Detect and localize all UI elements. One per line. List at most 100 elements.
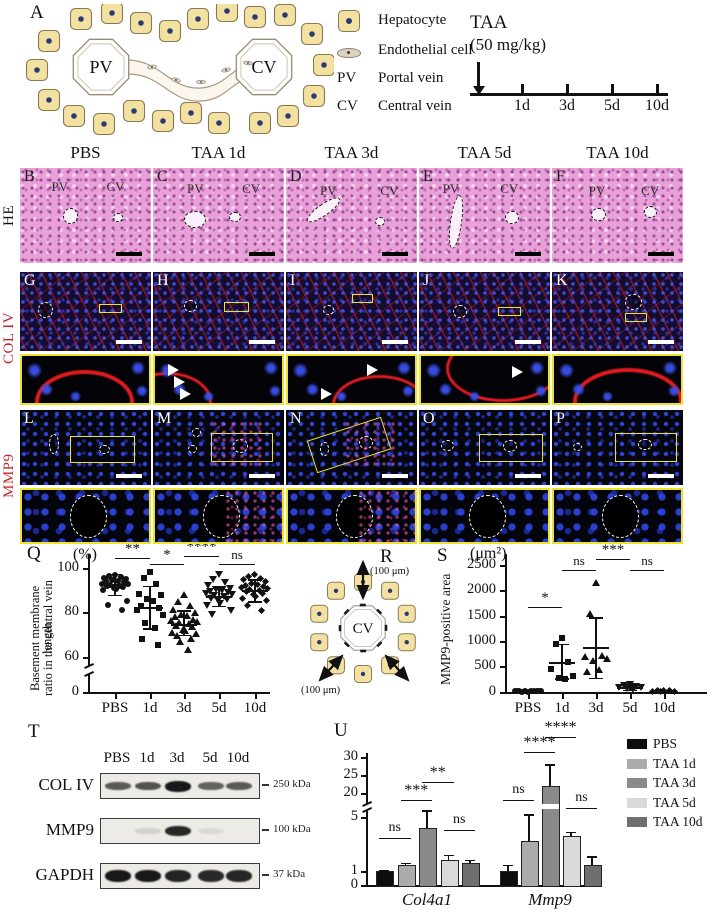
bar-taa-3d [542, 785, 560, 887]
scatter-point [598, 652, 606, 660]
legend-item-pbs: PBS [625, 736, 713, 752]
blot-strip [100, 773, 260, 799]
endothelial-cell-icon [243, 60, 253, 66]
arrowhead-icon [512, 366, 524, 379]
mmp9-signal-speckles [211, 421, 265, 467]
scatter-point [124, 598, 130, 605]
timeline-tick-label: 1d [514, 97, 530, 114]
roi-box [351, 294, 374, 304]
column-header-5: TAA 10d [586, 143, 649, 162]
sig-line [115, 558, 150, 560]
scatter-point [142, 619, 148, 626]
scatter-point [153, 580, 159, 587]
error-bar-cap [143, 628, 157, 630]
y-tick-label: 500 [474, 657, 496, 673]
y-tick-mark [500, 641, 505, 643]
col-iv-inset-J [419, 354, 550, 405]
bar-taa-10d [462, 863, 480, 887]
scale-bar [116, 252, 142, 256]
scatter-point [206, 587, 214, 595]
marker-label: 37 kDa [273, 868, 306, 880]
cv-label: CV [380, 183, 399, 199]
measure-arrow-bottom-right [384, 654, 410, 682]
vessel-outline [591, 207, 607, 222]
chart-u-qpcr: 0 1 5 20 25 30 Col4a1 Mmp9 ns *** ** ns ns **** **** ns [340, 719, 625, 916]
scatter-point [586, 609, 594, 617]
sig-label: **** [544, 719, 577, 736]
error-bar-cap [587, 856, 597, 858]
x-tick-mark [528, 694, 530, 699]
scatter-point [553, 640, 559, 647]
vein-outline [320, 441, 329, 456]
y-tick-mark [500, 565, 505, 567]
error-bar-line [183, 610, 185, 635]
x-tick-label: 3d [176, 700, 192, 716]
legend-swatch [627, 778, 647, 788]
error-bar-line [447, 855, 450, 860]
panel-letter-g: G [24, 272, 36, 289]
x-tick-label: 10d [652, 700, 676, 716]
scatter-point [221, 578, 229, 586]
sig-line [566, 808, 597, 810]
x-axis-line [505, 692, 707, 694]
sig-line [562, 570, 596, 572]
row-label-col-iv: COL IV [1, 311, 17, 364]
scatter-point [528, 687, 534, 694]
vein-outline [572, 443, 582, 451]
nucleus-blob [426, 362, 442, 378]
he-micrograph-B: B PV CV [20, 168, 151, 263]
y-tick-mark [500, 590, 505, 592]
bar-taa-1d [397, 864, 416, 887]
scatter-point [193, 617, 201, 625]
blot-band [198, 828, 224, 834]
chart-q-basement-membrane: 0 60 80 100 PBS 1d 3d 5d 10d ** * **** ns [30, 539, 278, 726]
scatter-point [583, 667, 591, 675]
scatter-point [626, 680, 634, 688]
legend-abbr-pv: PV [337, 70, 357, 86]
y-axis-line [505, 554, 507, 692]
y-tick-label: 0 [488, 683, 496, 699]
vessel-outline [113, 212, 123, 223]
error-bar-cap [589, 677, 603, 680]
x-tick-mark [664, 694, 666, 699]
timeline-tick [656, 84, 659, 93]
scale-bar [116, 474, 142, 478]
y-tick-label: 20 [343, 784, 359, 800]
legend-item-taa-10d: TAA 10d [625, 814, 713, 830]
nucleus-blob [602, 390, 614, 402]
endothelial-cell-icon [147, 64, 157, 70]
hepatocyte-icon [326, 581, 345, 600]
scale-bar [382, 252, 408, 256]
y-tick-label: 100 [57, 559, 79, 575]
blot-lane-label: 3d [169, 750, 185, 766]
error-bar-cap [379, 870, 389, 872]
legend-label: TAA 10d [653, 814, 703, 829]
hepatocyte-icon [300, 22, 324, 46]
scale-bar [249, 340, 275, 344]
cv-label: CV [641, 183, 660, 199]
scatter-point [203, 602, 211, 610]
bar-pbs [376, 871, 394, 887]
hepatocyte-icon [381, 581, 400, 600]
blot-band [135, 828, 161, 834]
central-vein-outline [184, 300, 197, 312]
error-bar-line [591, 856, 593, 865]
vessel-outline [446, 193, 467, 250]
sig-line [528, 607, 562, 609]
s-unit-label: (μm²) [470, 545, 507, 562]
roi-box [497, 306, 521, 316]
x-tick-label: 10d [243, 700, 267, 716]
hepatocyte-icon [338, 10, 360, 32]
blot-name-col-iv: COL IV [38, 775, 94, 794]
legend-label: TAA 3d [653, 775, 696, 790]
bar-chart-legend: PBS TAA 1d TAA 3d TAA 5d TAA 10d [625, 736, 713, 841]
timeline-dose-label: (50 mg/kg) [470, 35, 547, 54]
legend-item-taa-1d: TAA 1d [625, 756, 713, 772]
y-tick-label: 25 [343, 766, 359, 782]
hepatocyte-icon [179, 101, 203, 125]
sig-label: ns [388, 820, 401, 835]
central-vein-schematic: (100 μm) (100 μm) CV [300, 552, 430, 697]
scatter-point [191, 609, 199, 616]
nucleus-blob [535, 385, 548, 398]
sig-line [219, 564, 255, 566]
